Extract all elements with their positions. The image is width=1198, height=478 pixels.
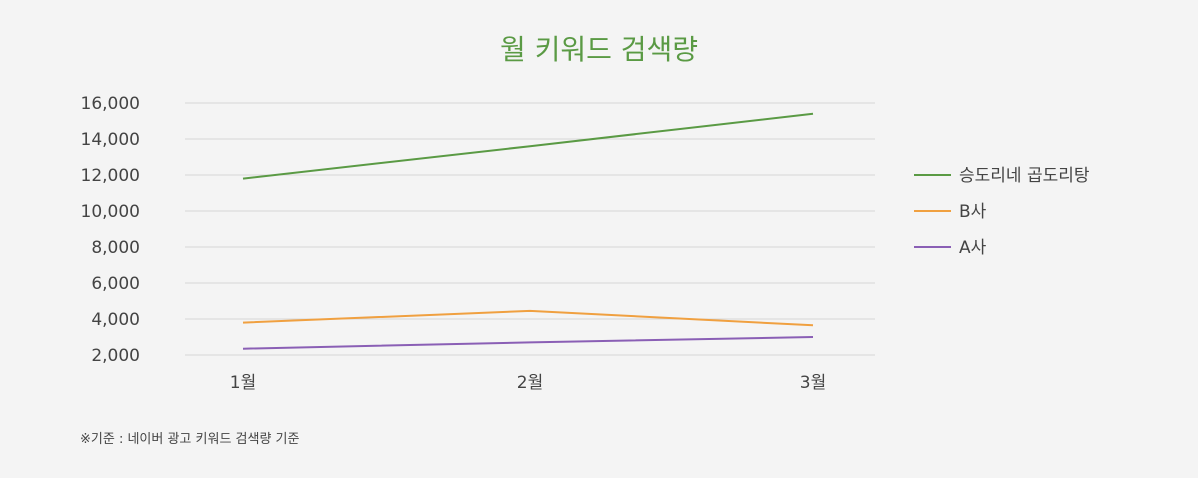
legend-label: A사 (959, 238, 987, 258)
series-line (242, 112, 814, 180)
y-tick-label: 2,000 (91, 346, 140, 366)
footnote: ※기준 : 네이버 광고 키워드 검색량 기준 (80, 432, 300, 447)
legend-label: B사 (959, 202, 987, 222)
series-line (242, 336, 814, 350)
y-tick-label: 6,000 (91, 274, 140, 294)
chart-title: 월 키워드 검색량 (499, 33, 699, 66)
series-line (242, 309, 814, 327)
y-tick-label: 12,000 (81, 166, 140, 186)
y-tick-label: 10,000 (81, 202, 140, 222)
y-tick-label: 8,000 (91, 238, 140, 258)
x-tick-label: 3월 (800, 373, 826, 393)
y-tick-label: 16,000 (81, 94, 140, 114)
x-tick-label: 2월 (517, 373, 543, 393)
x-tick-label: 1월 (230, 373, 256, 393)
y-tick-label: 14,000 (81, 130, 140, 150)
y-tick-label: 4,000 (91, 310, 140, 330)
legend-label: 승도리네 곱도리탕 (959, 166, 1090, 186)
